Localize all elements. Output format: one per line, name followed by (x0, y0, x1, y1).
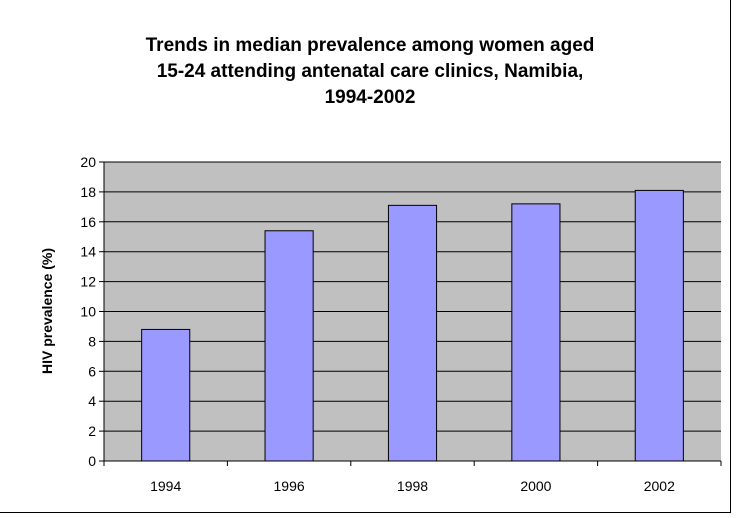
x-tick-label: 2002 (644, 478, 675, 494)
y-tick-label: 6 (88, 363, 96, 379)
y-tick-label: 18 (80, 184, 96, 200)
bar-1994 (142, 329, 190, 461)
bar-2002 (635, 190, 683, 461)
y-tick-label: 10 (80, 304, 96, 320)
bar-2000 (512, 204, 560, 461)
x-tick-labels: 1994 1996 1998 2000 2002 (150, 478, 675, 494)
bar-1998 (388, 205, 436, 461)
y-tick-label: 20 (80, 154, 96, 170)
y-tick-label: 0 (88, 453, 96, 469)
bar-1996 (265, 231, 313, 461)
y-tick-labels: 0 2 4 6 8 10 12 14 16 18 20 (80, 154, 96, 469)
x-tick-label: 1998 (397, 478, 428, 494)
y-tick-label: 4 (88, 393, 96, 409)
x-tick-label: 2000 (520, 478, 551, 494)
y-tick-label: 14 (80, 244, 96, 260)
y-tick-label: 12 (80, 274, 96, 290)
x-tick-label: 1996 (274, 478, 305, 494)
y-axis-title: HIV prevalence (%) (39, 248, 55, 374)
x-tick-label: 1994 (150, 478, 181, 494)
y-tick-label: 8 (88, 333, 96, 349)
y-tick-label: 2 (88, 423, 96, 439)
y-tick-label: 16 (80, 214, 96, 230)
